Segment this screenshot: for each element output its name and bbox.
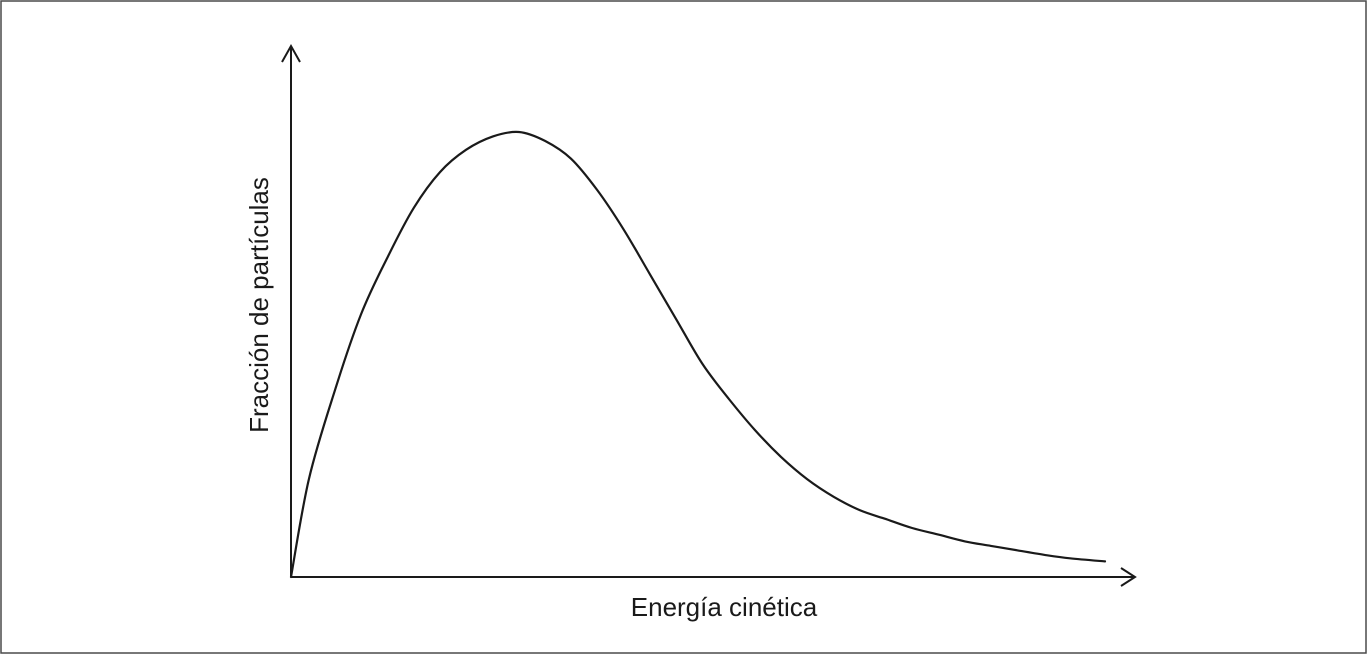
y-axis-arrow: [281, 43, 301, 63]
y-axis-label: Fracción de partículas: [244, 177, 274, 433]
series-line: [289, 130, 1107, 579]
x-axis-arrow: [1120, 567, 1137, 587]
x-axis-label: Energía cinética: [631, 592, 818, 622]
series-points: [291, 132, 1105, 577]
